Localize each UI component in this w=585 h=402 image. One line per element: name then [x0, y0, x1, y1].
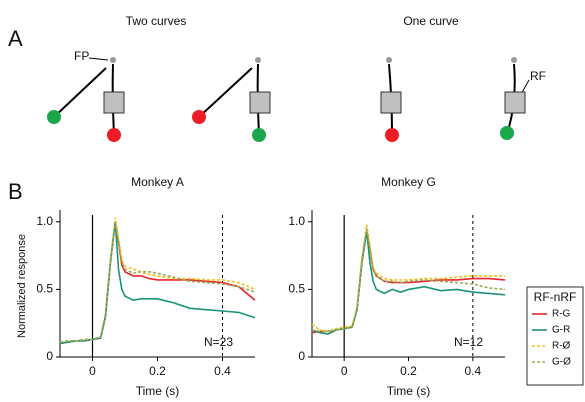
- legend-label: G-R: [552, 325, 570, 336]
- series-line: [311, 224, 505, 333]
- y-axis-label: Normalized response: [16, 234, 28, 338]
- schematics: [53, 57, 530, 134]
- x-axis-label: Time (s): [387, 384, 431, 398]
- y-tick-label: 0.5: [36, 282, 53, 296]
- series-line: [59, 221, 256, 345]
- legend-title: RF-nRF: [534, 290, 577, 304]
- x-tick-label: 0.4: [214, 364, 231, 378]
- rf-boxes: [103, 91, 526, 114]
- y-tick-label: 0: [298, 349, 305, 363]
- series-line: [59, 217, 256, 343]
- targets: [47, 110, 514, 142]
- legend-box: [526, 286, 584, 386]
- panel-label: B: [8, 179, 23, 204]
- y-tick-label: 1.0: [36, 214, 53, 228]
- x-tick-label: 0: [341, 364, 348, 378]
- series-line: [59, 221, 256, 343]
- fp-label: FP: [74, 49, 89, 63]
- panel-title: Two curves: [126, 14, 187, 28]
- x-axis-label: Time (s): [136, 384, 180, 398]
- legend-label: R-Ø: [552, 341, 571, 352]
- fixation-points: [110, 57, 517, 63]
- chart-title: Monkey A: [131, 175, 184, 189]
- panel-label: A: [8, 26, 23, 51]
- annotation: N=12: [454, 335, 483, 349]
- series-line: [311, 228, 506, 333]
- legend-label: R-G: [552, 309, 571, 320]
- series-line: [59, 221, 256, 345]
- panel-title: One curve: [403, 14, 459, 28]
- chart-title: Monkey G: [381, 175, 436, 189]
- x-tick-label: 0: [89, 364, 96, 378]
- legend-label: G-Ø: [552, 357, 571, 368]
- x-tick-label: 0.2: [149, 364, 166, 378]
- y-tick-label: 0: [46, 349, 53, 363]
- y-tick-label: 1.0: [288, 214, 305, 228]
- y-tick-label: 0.5: [288, 282, 305, 296]
- x-tick-label: 0.4: [464, 364, 481, 378]
- rf-label: RF: [530, 69, 546, 83]
- series-line: [311, 231, 506, 334]
- series-line: [311, 231, 506, 335]
- x-tick-label: 0.2: [400, 364, 417, 378]
- annotation: N=23: [204, 335, 233, 349]
